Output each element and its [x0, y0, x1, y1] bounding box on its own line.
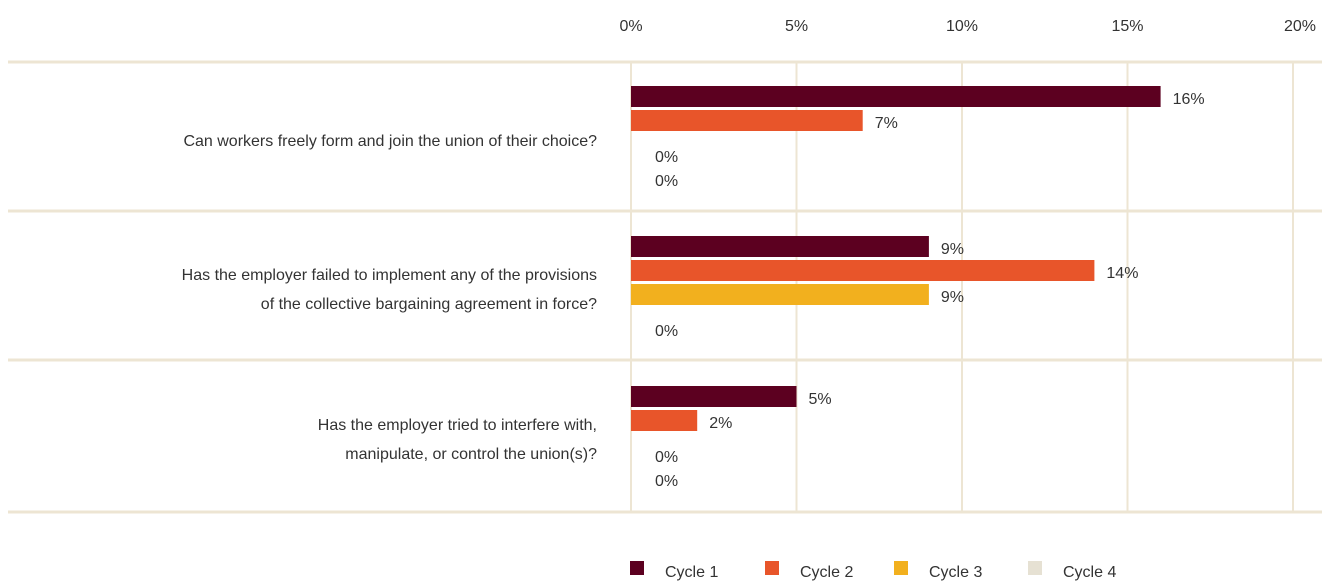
bar [631, 260, 1095, 281]
data-label: 9% [941, 289, 964, 306]
data-label: 7% [875, 115, 898, 132]
legend-swatch [765, 561, 779, 575]
category-label: of the collective bargaining agreement i… [261, 296, 597, 313]
bar [631, 410, 698, 431]
category-label: Has the employer tried to interfere with… [318, 417, 597, 434]
legend: Cycle 1 Cycle 2 Cycle 3 Cycle 4 [630, 561, 1116, 581]
row-separators [8, 60, 1322, 514]
bars [631, 86, 1161, 431]
legend-label: Cycle 2 [800, 564, 853, 581]
data-label: 5% [809, 391, 832, 408]
x-axis-ticks: 0% 5% 10% 15% 20% [619, 18, 1316, 35]
legend-swatch [1028, 561, 1042, 575]
x-tick-label: 15% [1111, 18, 1143, 35]
gridlines [630, 62, 1294, 512]
bar [631, 284, 929, 305]
x-tick-label: 0% [619, 18, 642, 35]
legend-label: Cycle 1 [665, 564, 718, 581]
legend-label: Cycle 3 [929, 564, 982, 581]
data-label: 0% [655, 149, 678, 166]
x-tick-label: 10% [946, 18, 978, 35]
data-label: 16% [1173, 91, 1205, 108]
data-label: 0% [655, 473, 678, 490]
legend-swatch [894, 561, 908, 575]
category-label: Can workers freely form and join the uni… [183, 133, 597, 150]
legend-swatch [630, 561, 644, 575]
bar [631, 236, 929, 257]
data-label: 2% [709, 415, 732, 432]
data-label: 0% [655, 323, 678, 340]
data-label: 0% [655, 173, 678, 190]
bar [631, 386, 797, 407]
category-label: Has the employer failed to implement any… [182, 267, 597, 284]
x-tick-label: 5% [785, 18, 808, 35]
bar [631, 110, 863, 131]
data-label: 0% [655, 449, 678, 466]
category-labels: Can workers freely form and join the uni… [182, 133, 597, 463]
data-label: 14% [1106, 265, 1138, 282]
data-label: 9% [941, 241, 964, 258]
bar [631, 86, 1161, 107]
x-tick-label: 20% [1284, 18, 1316, 35]
legend-label: Cycle 4 [1063, 564, 1116, 581]
category-label: manipulate, or control the union(s)? [345, 446, 597, 463]
data-labels: 16% 7% 0% 0% 9% 14% 9% 0% 5% 2% 0% 0% [655, 91, 1205, 490]
